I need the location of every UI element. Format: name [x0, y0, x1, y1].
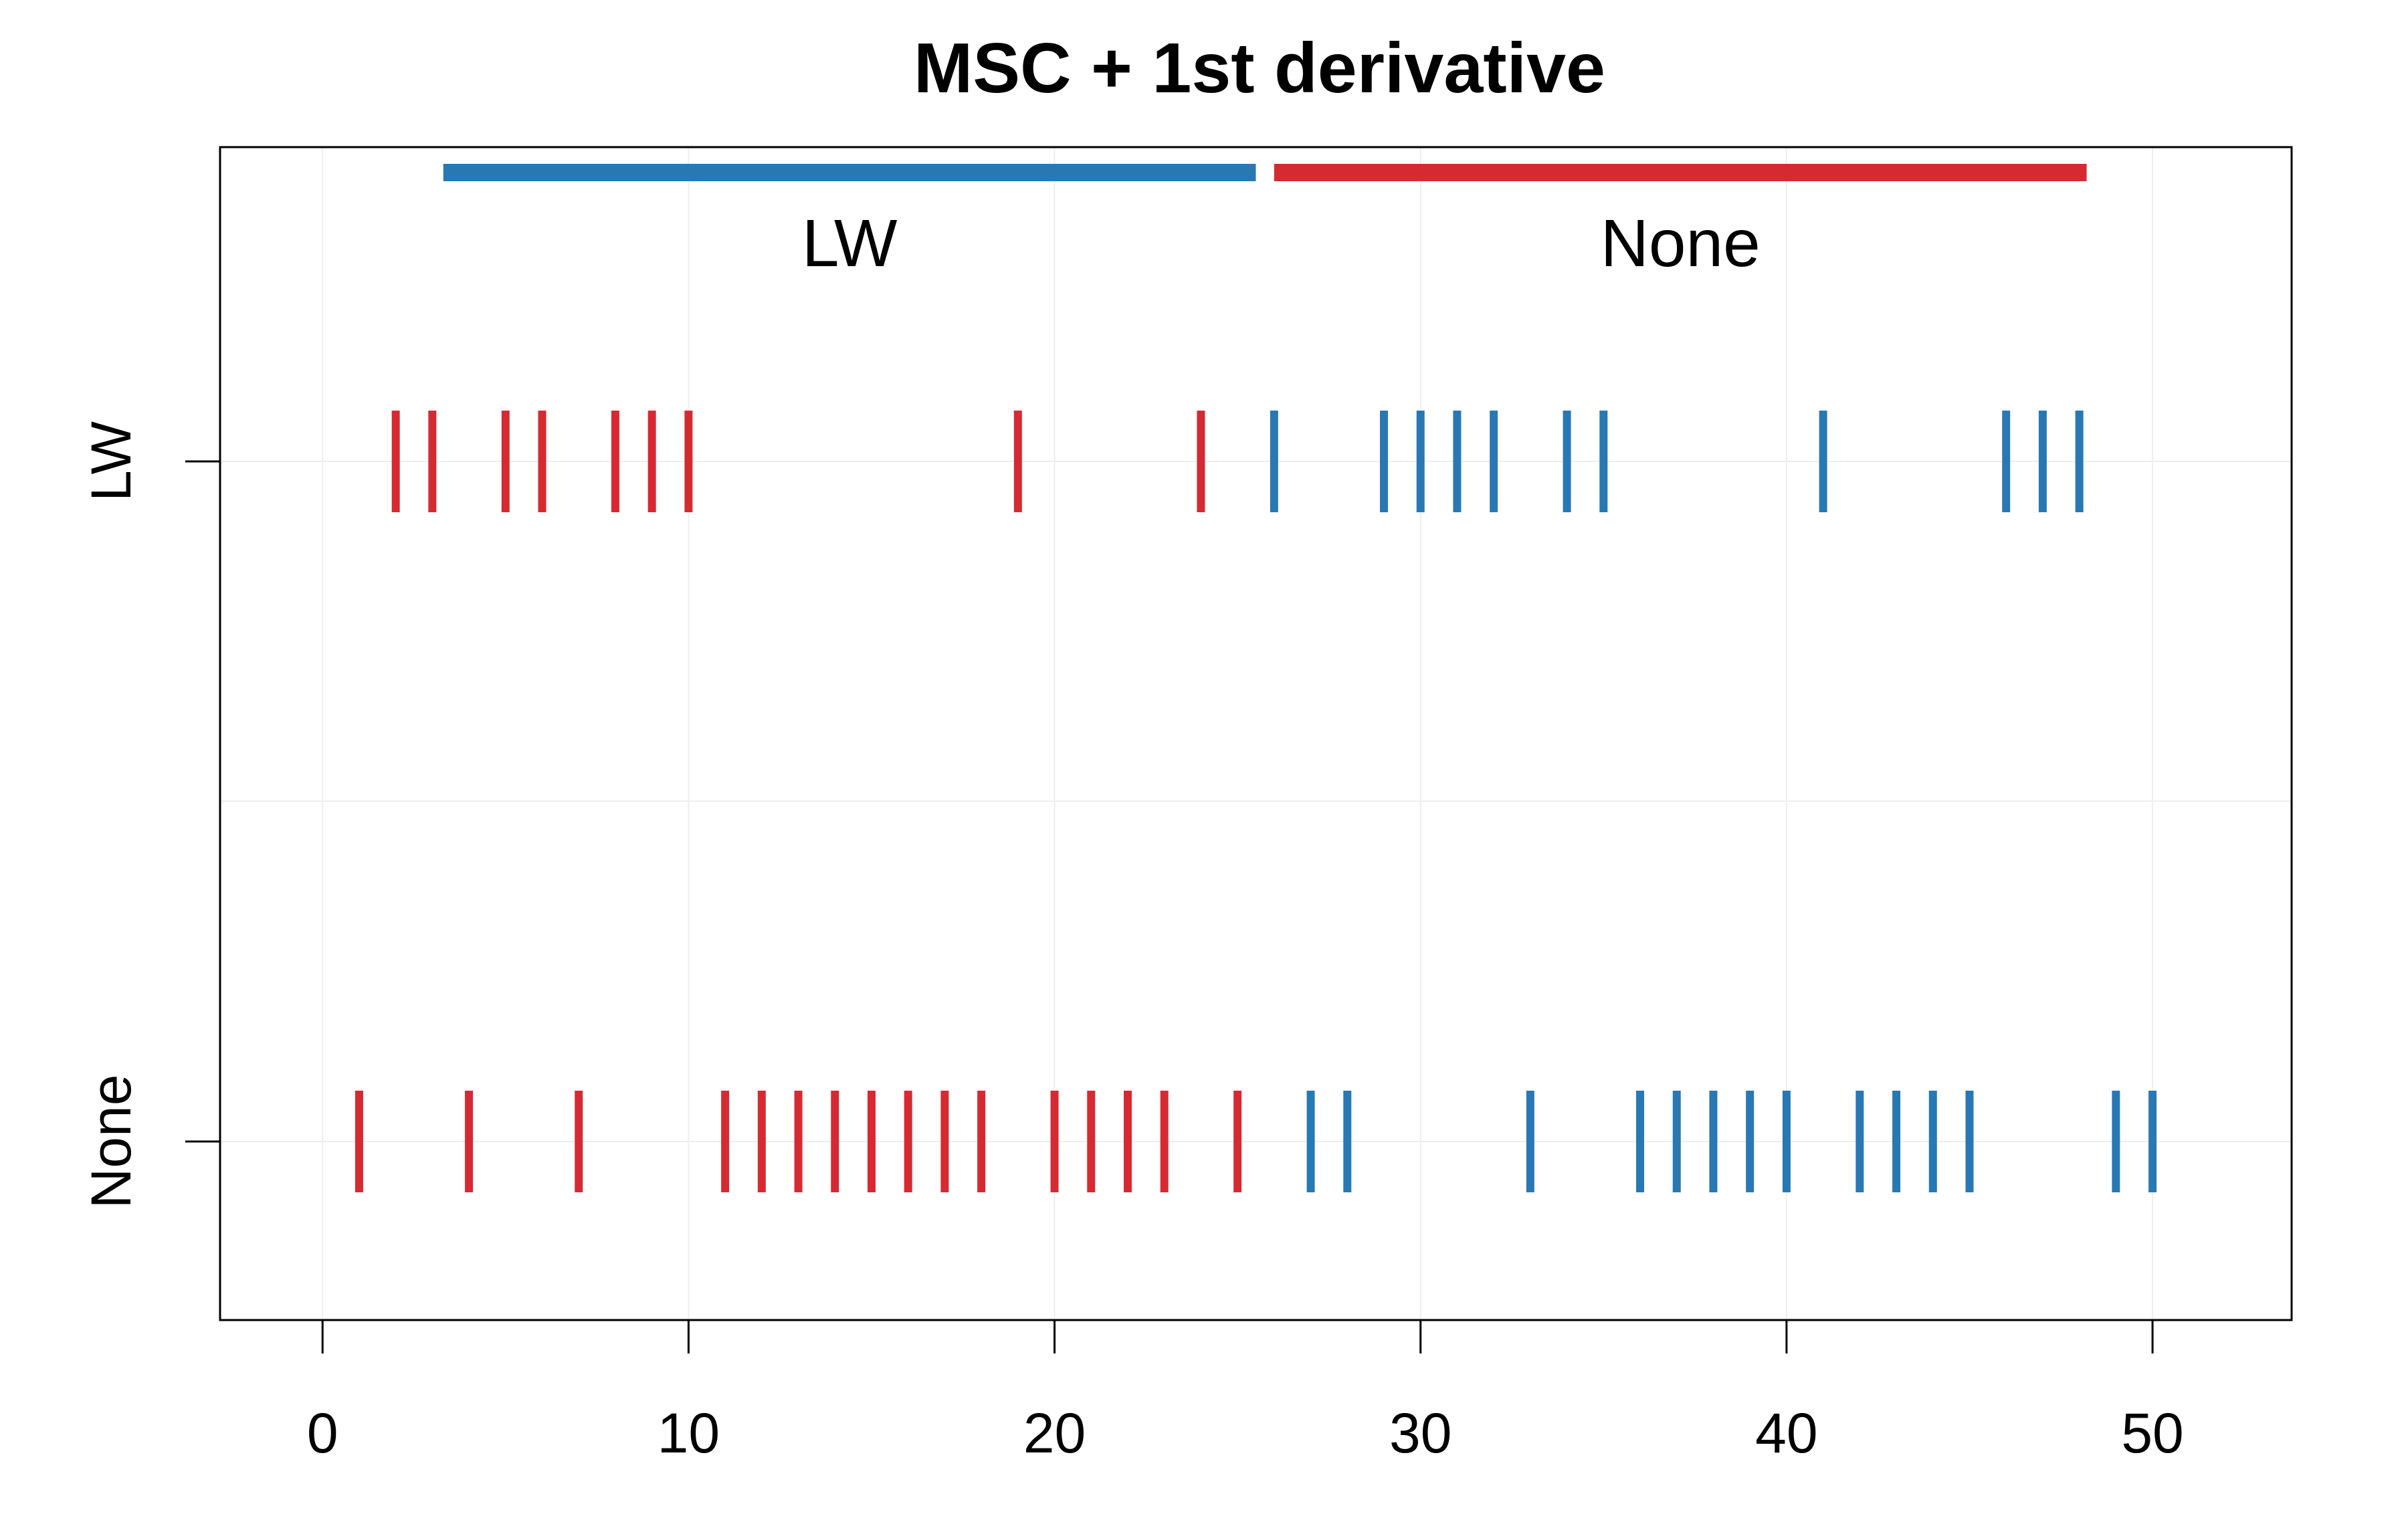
plot-frame — [219, 146, 2293, 1321]
x-tick-label-20: 20 — [1023, 1402, 1086, 1464]
grid — [220, 147, 2292, 1320]
x-tick-label-50: 50 — [2121, 1402, 2183, 1464]
group-label-none: None — [1601, 206, 1761, 281]
group-label-lw: LW — [802, 206, 898, 281]
axes: 0 10 20 30 40 50 LW None — [80, 421, 2184, 1464]
group-bars: LW None — [443, 164, 2087, 281]
chart-title: MSC + 1st derivative — [914, 29, 1605, 108]
y-tick-label-none: None — [80, 1075, 142, 1209]
y-tick-label-lw: LW — [80, 421, 142, 502]
x-tick-label-40: 40 — [1755, 1402, 1817, 1464]
rug-marks — [355, 411, 2157, 1192]
x-tick-label-10: 10 — [658, 1402, 720, 1464]
x-tick-label-0: 0 — [307, 1402, 338, 1464]
x-tick-label-30: 30 — [1389, 1402, 1451, 1464]
